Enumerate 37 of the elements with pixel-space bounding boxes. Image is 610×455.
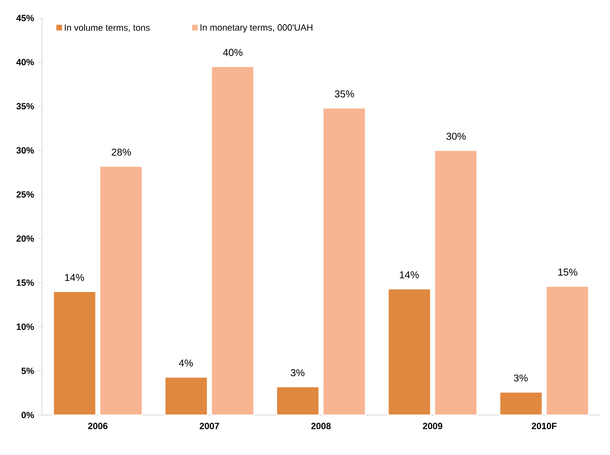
data-label: 28% <box>112 148 131 156</box>
bar <box>99 166 143 416</box>
y-tick-label: 5% <box>21 368 34 374</box>
x-tick-label: 2010F <box>532 422 557 430</box>
y-tick-label: 15% <box>16 279 34 286</box>
data-label: 3% <box>514 374 528 382</box>
x-tick-label: 2006 <box>88 422 108 430</box>
bar <box>388 288 432 416</box>
y-tick-label: 40% <box>16 58 34 66</box>
data-label: 40% <box>223 48 242 56</box>
y-tick-label: 25% <box>16 191 34 198</box>
data-label: 15% <box>558 268 578 276</box>
bar <box>164 376 208 416</box>
data-label: 14% <box>65 274 84 281</box>
data-label: 30% <box>446 132 466 140</box>
bar <box>276 386 320 416</box>
y-tick-label: 35% <box>16 103 34 110</box>
legend-label: In volume terms, tons <box>64 24 150 32</box>
bar <box>546 286 590 416</box>
data-label: 35% <box>334 90 354 98</box>
bar <box>322 107 366 416</box>
y-tick-label: 0% <box>22 412 34 418</box>
data-label: 14% <box>400 271 419 278</box>
legend-label: In monetary terms, 000'UAH <box>200 24 312 32</box>
bar <box>210 66 254 416</box>
x-tick-label: 2009 <box>422 422 442 430</box>
bar <box>434 150 478 416</box>
bar <box>499 392 543 416</box>
y-tick-label: 45% <box>16 14 34 22</box>
bar <box>52 290 96 416</box>
y-tick-label: 10% <box>16 324 34 330</box>
data-label: 3% <box>290 369 304 376</box>
y-tick-label: 20% <box>16 235 34 242</box>
data-label: 4% <box>178 360 193 367</box>
y-tick-label: 30% <box>16 147 34 154</box>
x-tick-label: 2008 <box>311 422 331 430</box>
x-tick-label: 2007 <box>200 422 220 430</box>
